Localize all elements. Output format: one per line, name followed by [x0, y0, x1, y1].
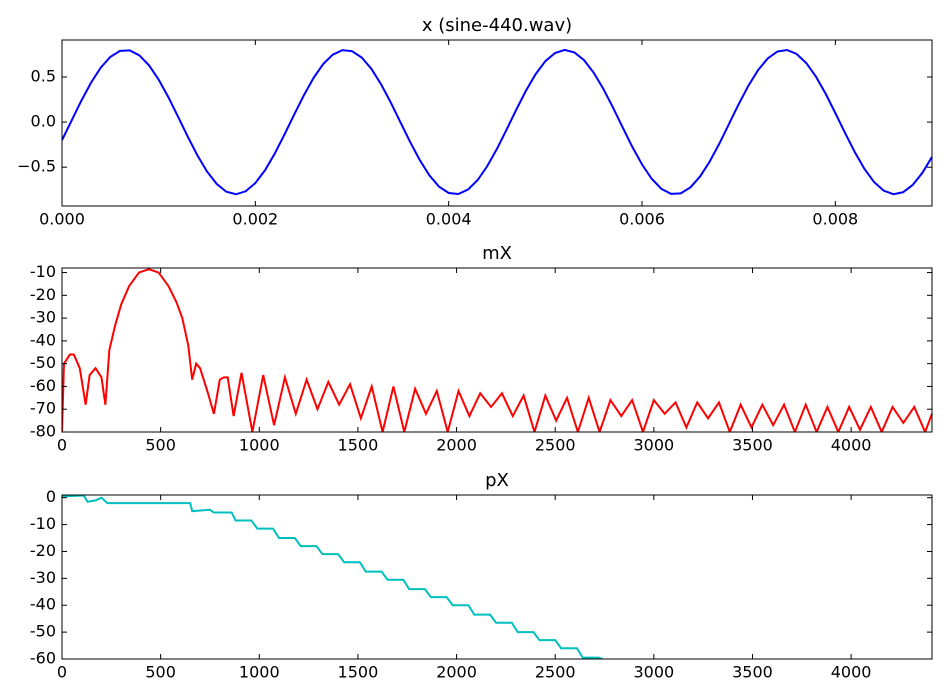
- x-tick-label: 3500: [732, 663, 773, 682]
- x-tick-label: 0.002: [232, 210, 278, 229]
- y-tick-label: -10: [30, 262, 56, 281]
- y-tick-label: -50: [30, 353, 56, 372]
- x-tick-label: 3500: [732, 436, 773, 455]
- y-tick-label: -80: [30, 422, 56, 441]
- y-tick-label: -20: [30, 285, 56, 304]
- x-tick-label: 1000: [239, 663, 280, 682]
- x-tick-label: 500: [145, 663, 176, 682]
- x-tick-label: 2500: [535, 663, 576, 682]
- x-tick-label: 0: [57, 436, 67, 455]
- y-tick-label: -30: [30, 568, 56, 587]
- x-tick-label: 0.008: [812, 210, 858, 229]
- y-tick-label: -50: [30, 622, 56, 641]
- x-tick-label: 2500: [535, 436, 576, 455]
- x-tick-label: 2000: [436, 436, 477, 455]
- x-tick-label: 1500: [338, 663, 379, 682]
- y-tick-label: -60: [30, 649, 56, 668]
- x-tick-label: 500: [145, 436, 176, 455]
- y-tick-label: -10: [30, 514, 56, 533]
- chart-title: x (sine-440.wav): [422, 15, 572, 36]
- axes-frame: [61, 494, 933, 660]
- data-line: [62, 48, 932, 196]
- chart-title: pX: [485, 470, 509, 491]
- x-tick-label: 0.004: [426, 210, 472, 229]
- chart-title: mX: [482, 243, 512, 264]
- y-tick-label: 0.0: [31, 112, 56, 131]
- x-tick-label: 1500: [338, 436, 379, 455]
- x-tick-label: 2000: [436, 663, 477, 682]
- axes-frame: [61, 267, 933, 433]
- y-tick-label: 0.5: [31, 66, 56, 85]
- x-tick-label: 4000: [831, 436, 872, 455]
- x-tick-label: 0.006: [619, 210, 665, 229]
- x-tick-label: 1000: [239, 436, 280, 455]
- data-line: [62, 268, 932, 432]
- axes-frame: [61, 39, 933, 207]
- y-tick-label: -40: [30, 595, 56, 614]
- y-tick-label: 0: [46, 487, 56, 506]
- x-tick-label: 3000: [633, 663, 674, 682]
- y-tick-label: -70: [30, 399, 56, 418]
- y-tick-label: -60: [30, 376, 56, 395]
- x-tick-label: 3000: [633, 436, 674, 455]
- data-line: [62, 495, 603, 659]
- y-tick-label: -30: [30, 308, 56, 327]
- x-tick-label: 0: [57, 663, 67, 682]
- x-tick-label: 4000: [831, 663, 872, 682]
- y-tick-label: -20: [30, 541, 56, 560]
- y-tick-label: -40: [30, 330, 56, 349]
- x-tick-label: 0.000: [39, 210, 85, 229]
- y-tick-label: −0.5: [17, 157, 56, 176]
